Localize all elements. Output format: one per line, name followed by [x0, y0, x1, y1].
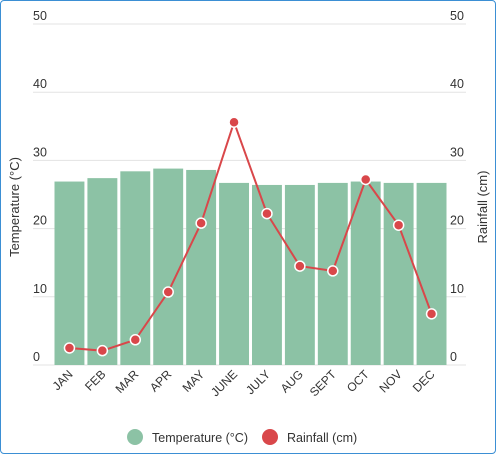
right-tick-label: 50	[450, 9, 464, 23]
x-tick-label: NOV	[376, 367, 404, 395]
temperature-bar	[350, 181, 381, 365]
temperature-bar	[87, 178, 118, 365]
x-tick-label: APR	[147, 367, 175, 395]
right-axis-ticks: 0 10 20 30 40 50	[450, 9, 464, 364]
rainfall-point	[228, 116, 240, 128]
legend-rainfall-swatch	[262, 429, 278, 445]
legend-temperature-label: Temperature (°C)	[152, 431, 248, 445]
rainfall-point	[425, 308, 438, 320]
right-tick-label: 30	[450, 145, 464, 159]
right-tick-label: 0	[450, 350, 457, 364]
legend-rainfall-label: Rainfall (cm)	[287, 431, 357, 445]
legend: Temperature (°C) Rainfall (cm)	[127, 429, 357, 445]
rainfall-point	[63, 342, 76, 354]
temperature-bar	[120, 171, 151, 365]
x-tick-label: SEPT	[307, 367, 340, 400]
temperature-bar	[284, 184, 315, 365]
legend-temperature-swatch	[127, 429, 143, 445]
rainfall-point	[327, 265, 339, 277]
temperature-bar	[416, 182, 447, 365]
temperature-bar	[153, 168, 184, 365]
right-tick-label: 40	[450, 77, 464, 91]
left-tick-label: 10	[33, 282, 47, 296]
x-tick-label: MAR	[113, 367, 142, 396]
x-tick-label: JULY	[243, 367, 273, 397]
rainfall-point	[392, 219, 405, 231]
x-tick-label: FEB	[82, 367, 108, 393]
rainfall-point	[195, 217, 207, 229]
rainfall-point	[294, 260, 306, 272]
left-tick-label: 50	[33, 9, 47, 23]
left-tick-label: 40	[33, 77, 47, 91]
right-tick-label: 20	[450, 214, 464, 228]
rainfall-point	[96, 344, 109, 357]
rainfall-point	[261, 207, 273, 220]
x-axis-ticks: JAN FEB MAR APR MAY JUNE JULY AUG SEPT OCT NOV DEC	[50, 367, 438, 400]
x-tick-label: AUG	[278, 367, 306, 395]
temperature-bars	[54, 168, 447, 365]
x-tick-label: OCT	[344, 367, 372, 395]
temperature-bar	[186, 169, 217, 365]
left-axis-ticks: 0 10 20 30 40 50	[33, 9, 47, 364]
left-tick-label: 0	[33, 350, 40, 364]
rainfall-point	[129, 334, 142, 346]
rainfall-series-line	[69, 119, 433, 352]
temperature-bar	[54, 181, 85, 365]
right-tick-label: 10	[450, 282, 464, 296]
x-tick-label: JUNE	[208, 367, 240, 399]
temperature-bar	[383, 182, 414, 365]
temperature-bar	[219, 182, 249, 365]
rainfall-point	[162, 286, 174, 298]
left-axis-label: Temperature (°C)	[7, 157, 22, 257]
rainfall-point	[359, 173, 372, 186]
rainfall-line	[63, 116, 438, 357]
x-tick-label: DEC	[410, 367, 438, 395]
right-axis-label: Rainfall (cm)	[475, 171, 490, 244]
x-tick-label: JAN	[50, 367, 76, 393]
left-tick-label: 20	[33, 214, 47, 228]
left-tick-label: 30	[33, 145, 47, 159]
x-tick-label: MAY	[180, 367, 208, 395]
